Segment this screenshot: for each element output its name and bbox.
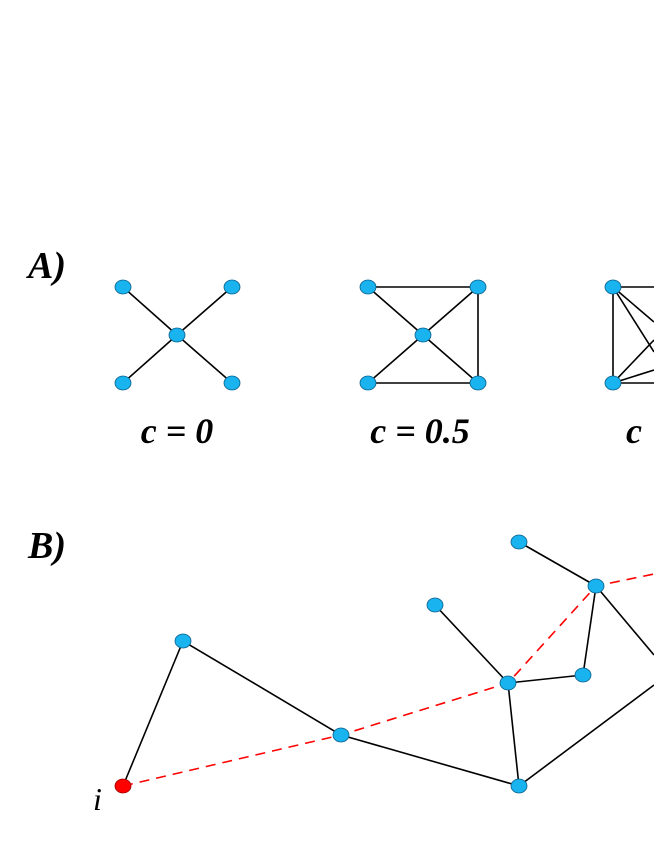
graph-full [604, 279, 654, 391]
graph-caption: c = 0 [141, 411, 214, 451]
graph-half [359, 279, 487, 391]
panel-label: A) [26, 245, 66, 287]
node-label: i [93, 781, 102, 817]
panel-label: B) [27, 525, 66, 567]
network [114, 534, 654, 794]
graph-caption: c = 0.5 [370, 411, 470, 451]
graph-star [114, 279, 241, 391]
graph-caption: c [626, 411, 642, 451]
